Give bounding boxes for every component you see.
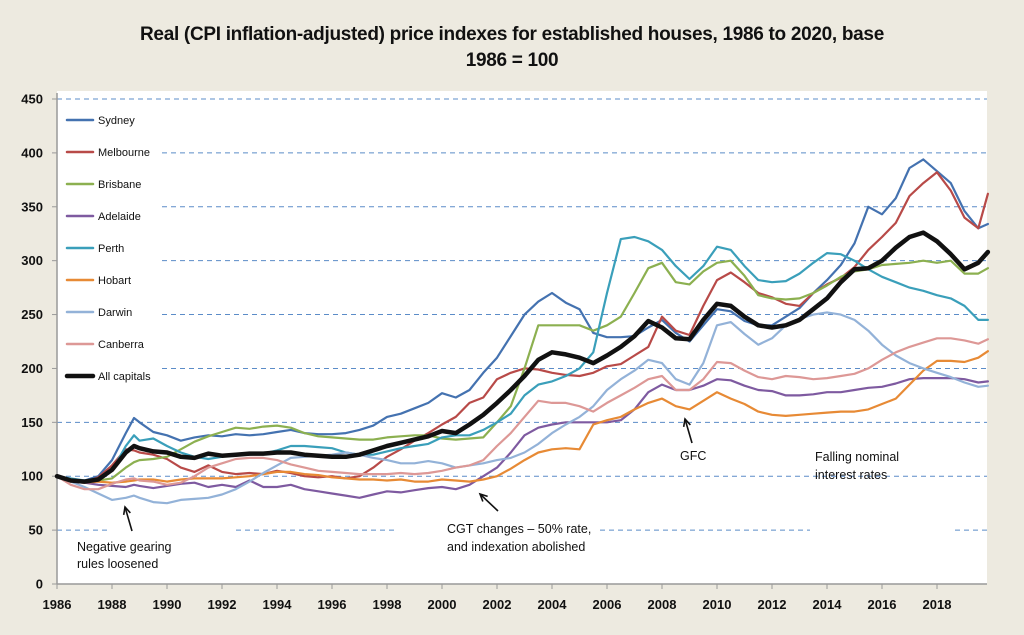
- series-darwin: [55, 311, 990, 505]
- legend-label: Brisbane: [98, 179, 141, 191]
- legend-item-hobart[interactable]: Hobart: [65, 275, 131, 287]
- legend-label: Darwin: [98, 307, 132, 319]
- arrow-negative-gearing: [122, 505, 133, 532]
- annotation-negative-gearing-line1: Negative gearing: [77, 540, 172, 554]
- legend-item-brisbane[interactable]: Brisbane: [65, 179, 141, 191]
- x-tick-label: 2006: [593, 597, 622, 612]
- chart-title-line2: 1986 = 100: [465, 50, 559, 71]
- y-tick-label: 100: [21, 469, 43, 484]
- series-all-capitals: [54, 230, 991, 484]
- x-tick-label: 2012: [758, 597, 787, 612]
- legend-label: Hobart: [98, 275, 131, 287]
- arrow-shaft: [684, 418, 693, 444]
- annotation-cgt-line2: and indexation abolished: [447, 540, 585, 554]
- chart-title-line1: Real (CPI inflation-adjusted) price inde…: [140, 24, 884, 45]
- x-tick-label: 2004: [538, 597, 568, 612]
- gridlines: [57, 98, 987, 531]
- x-tick-label: 1992: [208, 597, 237, 612]
- legend: Sydney Melbourne Brisbane Adelaide Perth Hoba…: [64, 115, 151, 383]
- y-tick-label: 50: [29, 523, 43, 538]
- series-hobart: [55, 350, 990, 484]
- y-tick-label: 0: [36, 577, 43, 592]
- legend-item-darwin[interactable]: Darwin: [65, 307, 132, 319]
- x-tick-label: 2016: [868, 597, 897, 612]
- y-tick-label: 300: [21, 253, 43, 268]
- y-tick-label: 400: [21, 145, 43, 160]
- annotations: Negative gearing rules loosened CGT change…: [77, 417, 899, 571]
- y-tick-label: 350: [21, 199, 43, 214]
- legend-label: Melbourne: [98, 147, 150, 159]
- x-tick-label: 2000: [428, 597, 457, 612]
- y-tick-label: 200: [21, 361, 43, 376]
- y-tick-label: 250: [21, 307, 43, 322]
- x-tick-label: 1996: [318, 597, 347, 612]
- legend-label: Canberra: [98, 339, 145, 351]
- arrow-shaft: [124, 506, 133, 532]
- series-canberra: [55, 337, 990, 491]
- plot-area: [57, 91, 987, 584]
- x-tick-label: 2002: [483, 597, 512, 612]
- arrow-head: [122, 505, 131, 516]
- annotation-negative-gearing-line2: rules loosened: [77, 557, 158, 571]
- x-tick-label: 2018: [923, 597, 952, 612]
- arrow-head: [478, 492, 488, 502]
- y-tick-label: 150: [21, 415, 43, 430]
- arrow-gfc: [682, 417, 693, 444]
- chart-title: Real (CPI inflation-adjusted) price inde…: [0, 22, 1024, 74]
- arrow-head: [682, 417, 691, 428]
- annotation-falling-rates-line2: interest rates: [815, 468, 887, 482]
- annotation-gfc: GFC: [680, 449, 706, 463]
- legend-label: Perth: [98, 243, 124, 255]
- legend-item-perth[interactable]: Perth: [65, 243, 124, 255]
- x-tick-label: 1990: [153, 597, 182, 612]
- legend-label: Adelaide: [98, 211, 141, 223]
- y-tick-label: 450: [21, 92, 43, 107]
- legend-item-sydney[interactable]: Sydney: [65, 115, 135, 127]
- x-tick-label: 2008: [648, 597, 677, 612]
- legend-label: Sydney: [98, 115, 135, 127]
- axes: 0 50 100 150 200 250 300 350 400 450 1986 1988 1990 1…: [21, 92, 987, 612]
- arrow-cgt: [478, 492, 499, 512]
- legend-item-all-capitals[interactable]: All capitals: [64, 371, 151, 383]
- annotation-cgt-line1: CGT changes – 50% rate,: [447, 522, 591, 536]
- legend-item-canberra[interactable]: Canberra: [65, 339, 145, 351]
- annotation-falling-rates-line1: Falling nominal: [815, 450, 899, 464]
- legend-item-adelaide[interactable]: Adelaide: [65, 211, 141, 223]
- series-adelaide: [55, 377, 990, 499]
- x-tick-label: 1998: [373, 597, 402, 612]
- legend-label: All capitals: [98, 371, 151, 383]
- series-layer: [54, 158, 991, 505]
- x-tick-label: 1986: [43, 597, 72, 612]
- x-tick-label: 1994: [263, 597, 293, 612]
- x-tick-label: 2010: [703, 597, 732, 612]
- arrow-shaft: [479, 493, 499, 512]
- series-brisbane: [55, 259, 990, 483]
- legend-item-melbourne[interactable]: Melbourne: [65, 147, 150, 159]
- x-tick-label: 2014: [813, 597, 843, 612]
- series-sydney: [55, 158, 990, 482]
- x-tick-label: 1988: [98, 597, 127, 612]
